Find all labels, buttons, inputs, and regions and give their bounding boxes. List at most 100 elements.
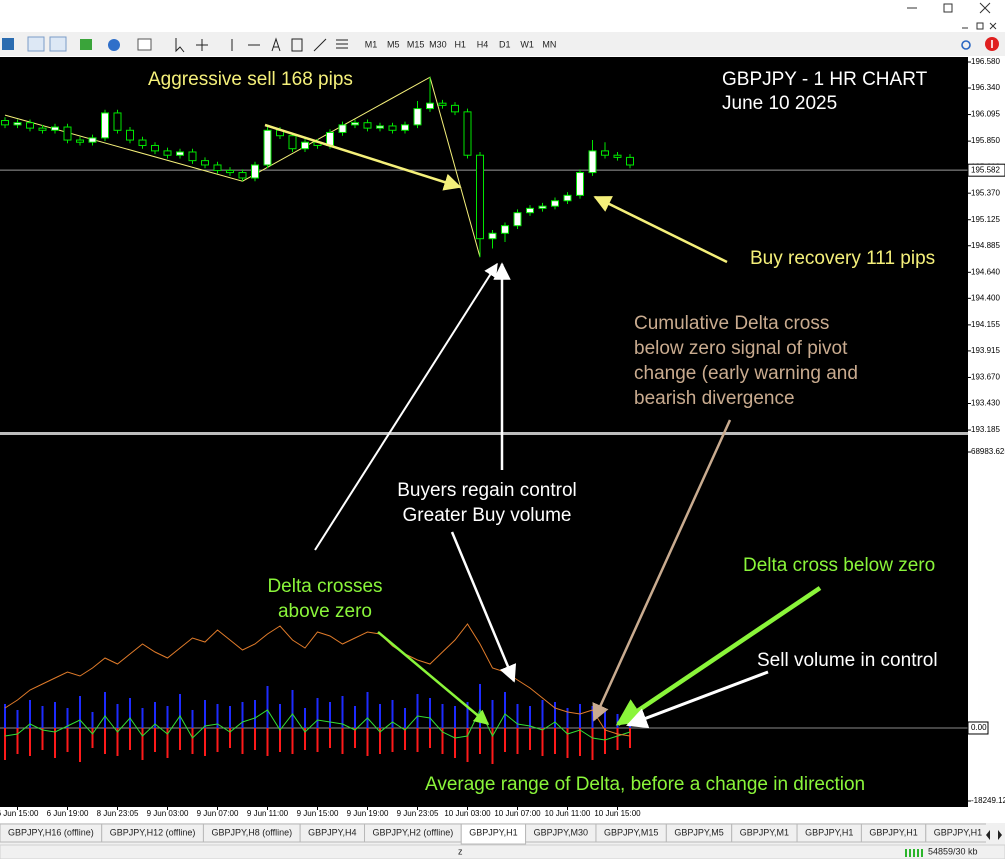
volume-bar — [566, 707, 569, 728]
candle-body — [151, 144, 159, 152]
candle-body — [113, 112, 122, 131]
volume-bar — [529, 727, 531, 750]
volume-bar — [429, 727, 431, 748]
annotation: Buy recovery 111 pips — [750, 248, 935, 269]
volume-bar — [41, 727, 44, 750]
candle-body — [476, 154, 484, 240]
tool-icon[interactable] — [27, 36, 45, 52]
y-tick-label: 193.915 — [971, 346, 1000, 355]
tool-icon[interactable] — [49, 36, 67, 52]
volume-bar — [579, 727, 581, 756]
period-button[interactable]: H4 — [477, 39, 489, 49]
period-button[interactable]: M5 — [387, 39, 400, 49]
tab-label[interactable]: GBPJPY,H16 (offline) — [8, 827, 94, 837]
tab-label[interactable]: GBPJPY,H2 (offline) — [373, 827, 454, 837]
candle-body — [288, 135, 297, 150]
child-restore[interactable] — [976, 22, 984, 30]
tool-icon[interactable] — [2, 38, 14, 50]
candle-body — [188, 151, 197, 162]
tool-icon[interactable] — [108, 39, 120, 51]
trendline-tool[interactable] — [313, 38, 327, 52]
tab-scroll[interactable] — [986, 830, 1002, 840]
x-tick-label: 9 Jun 11:00 — [247, 809, 289, 818]
volume-bar — [341, 727, 344, 754]
candle-body — [176, 151, 184, 156]
volume-bar — [479, 683, 481, 728]
volume-bar — [129, 727, 131, 750]
tab-label[interactable]: GBPJPY,H1 — [934, 827, 982, 837]
volume-bar — [16, 727, 19, 754]
tab-label[interactable]: GBPJPY,M5 — [674, 827, 723, 837]
candle-body — [626, 156, 634, 166]
tab-label[interactable]: GBPJPY,H12 (offline) — [110, 827, 196, 837]
candle-body — [163, 150, 172, 156]
arrow — [626, 670, 769, 729]
fibo-tool[interactable] — [336, 39, 348, 49]
volume-bar — [316, 727, 319, 752]
volume-bar — [104, 727, 106, 754]
y-tick-label: 195.125 — [971, 215, 1000, 224]
volume-bar — [104, 691, 106, 728]
volume-bar — [554, 727, 556, 754]
arrow — [615, 586, 822, 726]
tab-label[interactable]: GBPJPY,H1 — [805, 827, 853, 837]
tab[interactable] — [925, 823, 990, 843]
volume-bar — [54, 701, 56, 728]
period-buttons: M1 M5 M15 M30 H1 H4 D1 W1 MN — [365, 39, 557, 49]
tab-label[interactable]: GBPJPY,M30 — [534, 827, 588, 837]
period-button[interactable]: M15 — [407, 39, 425, 49]
volume-bar — [179, 693, 181, 728]
status-traffic: 54859/30 kb — [928, 846, 978, 856]
period-button[interactable]: MN — [542, 39, 556, 49]
tool-icon[interactable] — [137, 38, 152, 51]
volume-bar — [391, 699, 394, 728]
tab-label[interactable]: GBPJPY,H8 (offline) — [211, 827, 292, 837]
volume-bar — [116, 703, 119, 728]
search-icon[interactable] — [961, 40, 971, 50]
candle-body — [26, 122, 34, 129]
y-tick-label: 195.850 — [971, 136, 1000, 145]
volume-bar — [241, 701, 244, 728]
cursor-tool[interactable] — [175, 38, 185, 53]
period-button[interactable]: M30 — [429, 39, 447, 49]
crosshair-tool[interactable] — [196, 39, 208, 51]
tab-label[interactable]: GBPJPY,H1 — [869, 827, 917, 837]
volume-bar — [479, 727, 481, 754]
x-tick-label: 6 Jun 15:00 — [0, 809, 39, 818]
tab-label[interactable]: GBPJPY,H1 — [469, 827, 517, 837]
volume-bar — [141, 727, 144, 760]
annotation: above zero — [278, 601, 372, 622]
restore-button[interactable] — [943, 3, 953, 13]
volume-bar — [404, 727, 406, 750]
volume-bar — [491, 727, 494, 764]
candle-body — [551, 200, 559, 207]
x-tick-label: 9 Jun 07:00 — [197, 809, 239, 818]
tab-label[interactable]: GBPJPY,H4 — [308, 827, 356, 837]
text-tool[interactable] — [271, 37, 281, 52]
tab-label[interactable]: GBPJPY,M1 — [740, 827, 789, 837]
child-close[interactable] — [989, 22, 997, 30]
volume-bar — [441, 703, 444, 728]
period-button[interactable]: M1 — [365, 39, 378, 49]
y-tick-label: 193.185 — [971, 425, 1000, 434]
current-price-label: 195.582 — [971, 165, 1000, 174]
status-text: z — [458, 846, 463, 856]
candle-body — [38, 127, 47, 131]
period-button[interactable]: W1 — [520, 39, 534, 49]
period-button[interactable]: H1 — [454, 39, 466, 49]
volume-bar — [29, 727, 31, 756]
zero-label-box — [967, 721, 989, 735]
volume-bar — [4, 703, 6, 728]
tab-label[interactable]: GBPJPY,M15 — [604, 827, 658, 837]
label-tool[interactable] — [291, 38, 303, 52]
x-tick-label: 10 Jun 07:00 — [494, 809, 541, 818]
tool-icon[interactable] — [80, 39, 92, 50]
pane-separator — [0, 432, 968, 435]
candle-body — [88, 137, 97, 143]
candle-body — [1, 120, 9, 126]
volume-bar — [466, 701, 469, 728]
volume-bar — [4, 727, 6, 760]
chart-tabs: GBPJPY,H16 (offline) GBPJPY,H12 (offline)… — [0, 823, 990, 845]
period-button[interactable]: D1 — [499, 39, 511, 49]
close-button[interactable] — [979, 2, 991, 14]
